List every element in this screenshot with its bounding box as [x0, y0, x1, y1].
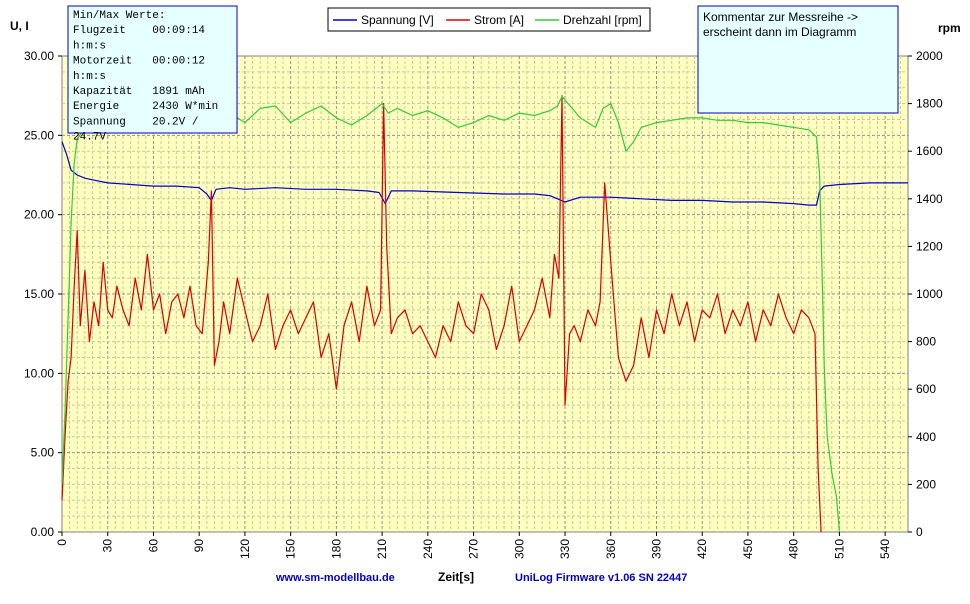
y-right-tick-label: 2000 — [916, 49, 943, 63]
legend-label-drehzahl: Drehzahl [rpm] — [563, 13, 642, 27]
stats-line: h:m:s — [73, 40, 106, 52]
y-left-tick-label: 20.00 — [24, 208, 54, 222]
y-left-axis-label: U, I — [10, 19, 29, 33]
x-axis-ticks: 0 30 60 90 120 150 180 210 240 270 300 330 360 390 420… — [55, 532, 892, 559]
stats-line: Energie 2430 W*min — [73, 101, 218, 113]
y-left-tick-label: 5.00 — [31, 446, 55, 460]
x-tick-label: 30 — [101, 539, 115, 553]
comment-line-2: erscheint dann im Diagramm — [703, 25, 856, 39]
y-left-tick-label: 25.00 — [24, 128, 54, 142]
legend-label-spannung: Spannung [V] — [361, 13, 434, 27]
stats-line: Motorzeit 00:00:12 — [73, 56, 205, 68]
y-left-axis-ticks: 0.00 5.00 10.00 15.00 20.00 25.00 30.00 — [24, 49, 62, 539]
x-tick-label: 330 — [558, 539, 572, 559]
y-right-tick-label: 1200 — [916, 239, 943, 253]
x-tick-label: 270 — [467, 539, 481, 559]
y-right-tick-label: 800 — [916, 335, 936, 349]
y-left-tick-label: 15.00 — [24, 287, 54, 301]
series-line-spannung — [61, 141, 908, 206]
y-left-tick-label: 0.00 — [31, 525, 55, 539]
y-right-tick-label: 200 — [916, 477, 936, 491]
x-tick-label: 420 — [695, 539, 709, 559]
x-tick-label: 90 — [192, 539, 206, 553]
y-left-tick-label: 30.00 — [24, 49, 54, 63]
x-tick-label: 240 — [421, 539, 435, 559]
stats-line: Min/Max Werte: — [73, 10, 165, 22]
y-left-tick-label: 10.00 — [24, 366, 54, 380]
x-tick-label: 60 — [146, 539, 160, 553]
y-right-tick-label: 1000 — [916, 287, 943, 301]
stats-line: Flugzeit 00:09:14 — [73, 25, 205, 37]
x-tick-label: 180 — [329, 539, 343, 559]
stats-line: Spannung 20.2V / — [73, 116, 198, 128]
legend-label-strom: Strom [A] — [474, 13, 524, 27]
series-line-strom — [61, 95, 822, 533]
x-tick-label: 0 — [55, 539, 69, 546]
comment-line-1: Kommentar zur Messreihe -> — [703, 10, 858, 24]
x-tick-label: 450 — [741, 539, 755, 559]
comment-box: Kommentar zur Messreihe -> erscheint dan… — [697, 5, 899, 114]
y-right-tick-label: 1400 — [916, 192, 943, 206]
stats-line: h:m:s — [73, 71, 106, 83]
x-tick-label: 510 — [832, 539, 846, 559]
grid-lines — [62, 56, 908, 532]
y-right-tick-label: 400 — [916, 430, 936, 444]
y-right-axis-ticks: 0 200 400 600 800 1000 1200 1400 1600 1800 2000 — [908, 49, 943, 539]
x-tick-label: 210 — [375, 539, 389, 559]
y-right-tick-label: 1800 — [916, 97, 943, 111]
legend: Spannung [V] Strom [A] Drehzahl [rpm] — [327, 7, 651, 32]
y-right-tick-label: 600 — [916, 382, 936, 396]
x-tick-label: 360 — [604, 539, 618, 559]
x-tick-label: 540 — [878, 539, 892, 559]
y-right-axis-label: rpm — [938, 21, 961, 35]
x-tick-label: 120 — [238, 539, 252, 559]
x-tick-label: 390 — [649, 539, 663, 559]
y-right-tick-label: 0 — [916, 525, 923, 539]
stats-line: 24.7V — [73, 132, 106, 144]
footer-website: www.sm-modellbau.de — [275, 572, 395, 584]
x-tick-label: 150 — [284, 539, 298, 559]
y-right-tick-label: 1600 — [916, 144, 943, 158]
x-tick-label: 300 — [512, 539, 526, 559]
x-tick-label: 480 — [787, 539, 801, 559]
footer-firmware: UniLog Firmware v1.06 SN 22447 — [515, 572, 687, 584]
stats-line: Kapazität 1891 mAh — [73, 86, 205, 98]
x-axis-label: Zeit[s] — [438, 570, 474, 584]
stats-box: Min/Max Werte: Flugzeit 00:09:14 h:m:s Moto… — [67, 5, 238, 144]
